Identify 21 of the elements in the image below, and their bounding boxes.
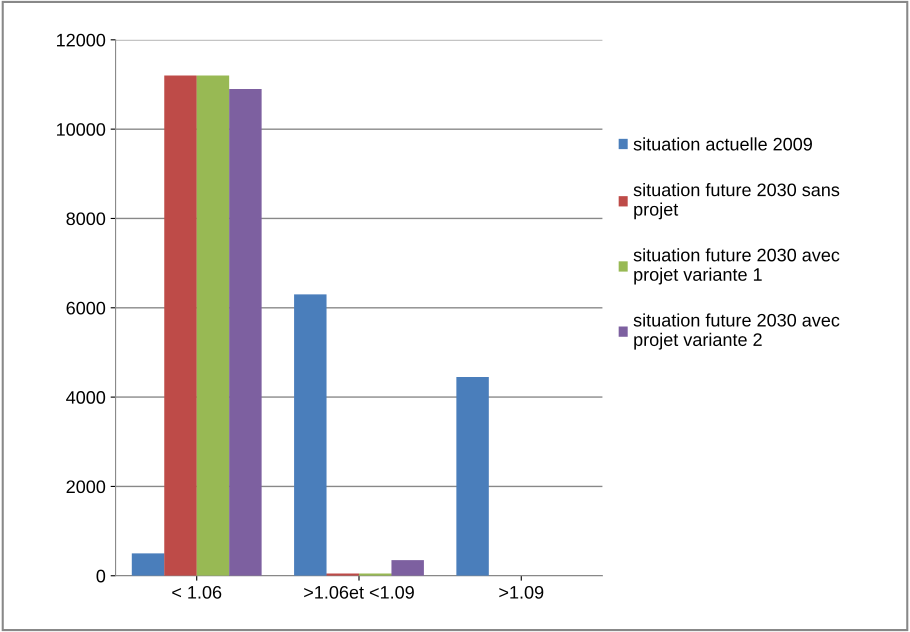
x-tick-label: < 1.06: [172, 586, 222, 599]
y-tick-label: 12000: [57, 34, 106, 47]
y-tick-label: 2000: [66, 480, 106, 494]
bar: [391, 560, 424, 576]
bar: [164, 76, 197, 576]
bar: [132, 553, 164, 576]
y-tick-label: 4000: [66, 391, 106, 404]
bar: [196, 76, 230, 576]
y-tick-label: 10000: [57, 123, 106, 136]
legend-label: situation future 2030 sans projet: [634, 183, 840, 220]
x-tick-label: >1.06et <1.09: [304, 586, 414, 599]
legend-label: situation actuelle 2009: [634, 137, 812, 151]
y-tick-label: 8000: [66, 212, 106, 226]
y-tick-label: 0: [96, 570, 106, 582]
x-tick-label: >1.09: [499, 586, 544, 599]
bar: [294, 294, 327, 576]
legend-label: situation future 2030 avec projet variante 1: [634, 248, 840, 284]
bar: [456, 377, 489, 576]
legend-label: situation future 2030 avec projet variante 2: [634, 313, 840, 350]
bar: [229, 88, 262, 576]
y-tick-label: 6000: [66, 302, 106, 315]
